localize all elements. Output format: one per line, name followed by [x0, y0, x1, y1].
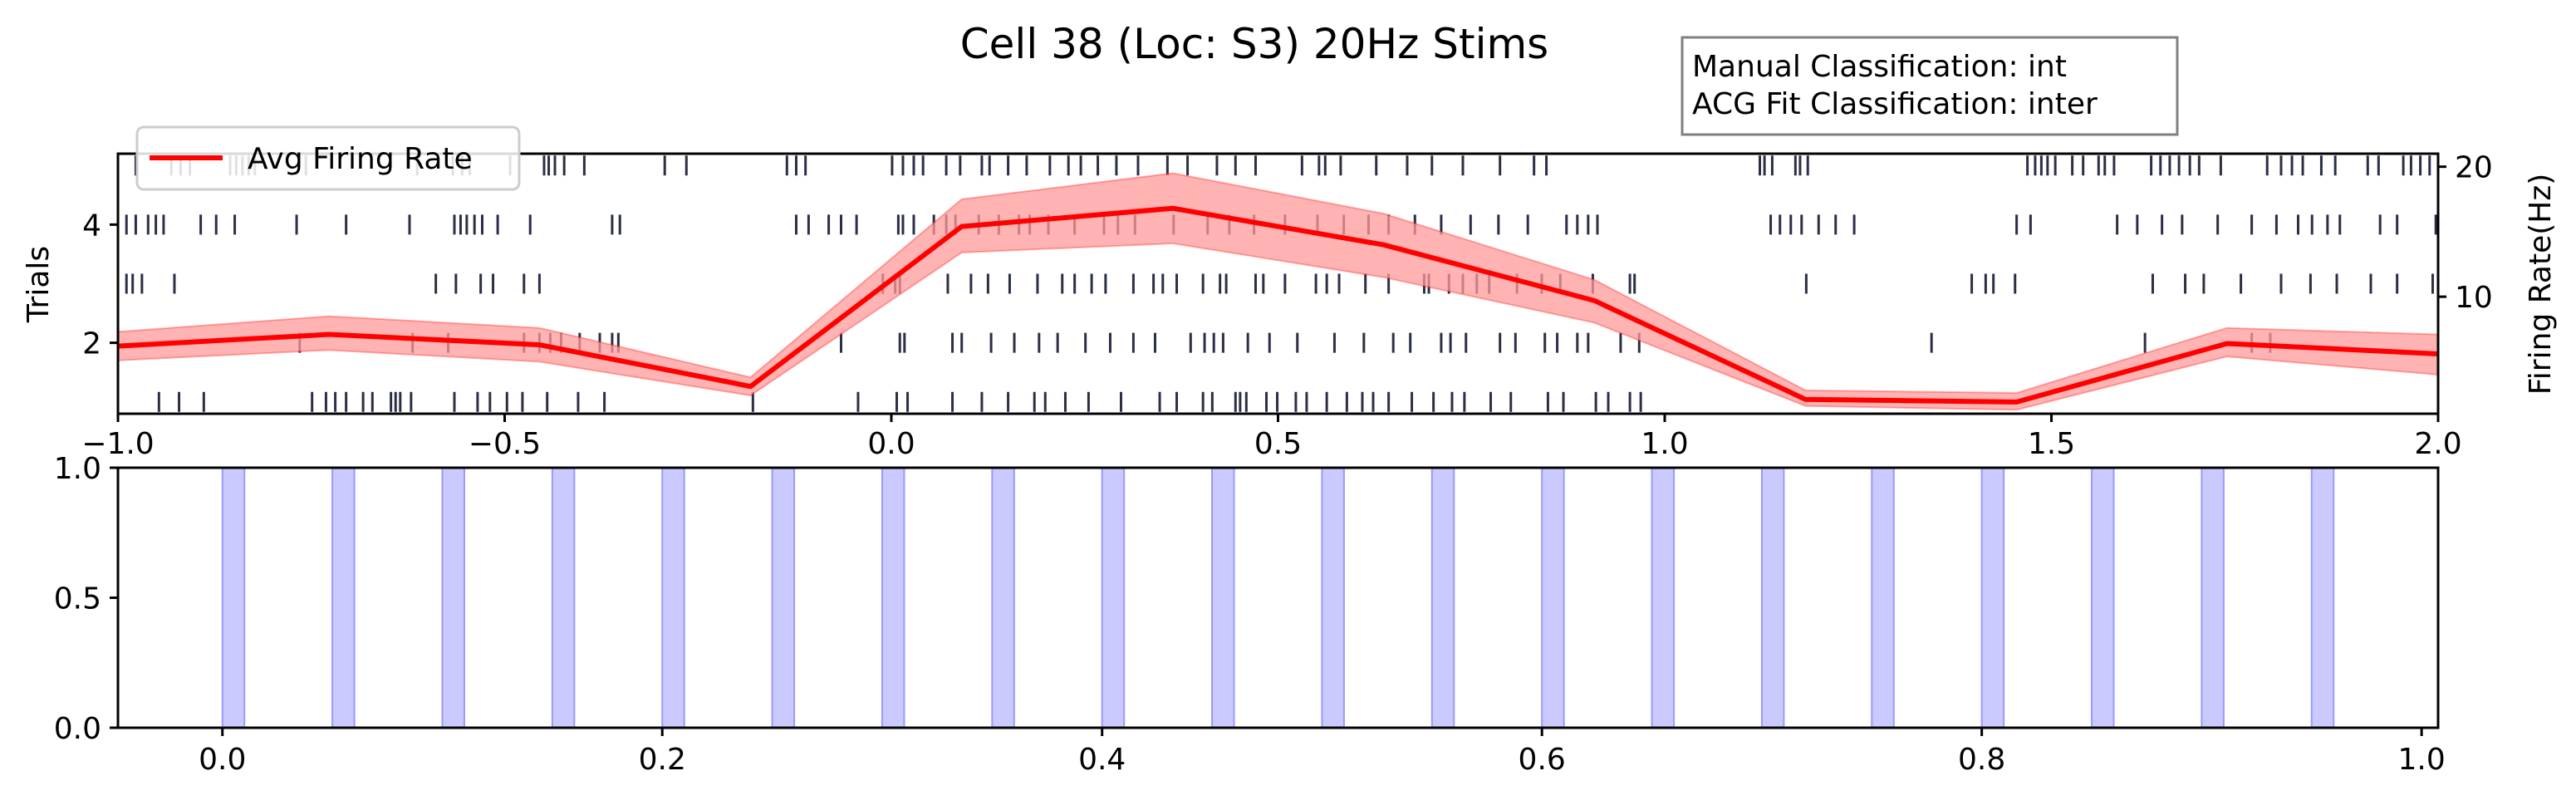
raster-x-tick-label: −1.0 — [81, 427, 154, 461]
info-box: Manual Classification: int ACG Fit Class… — [1681, 36, 2179, 136]
stim-x-tick-label: 0.8 — [1958, 743, 2005, 777]
stim-span — [991, 467, 1015, 729]
raster-y2label: Firing Rate(Hz) — [2524, 174, 2558, 395]
legend-label: Avg Firing Rate — [248, 142, 473, 176]
stim-span — [1980, 467, 2005, 729]
stim-span — [1871, 467, 1895, 729]
raster-y-tick-label: 2 — [82, 327, 101, 361]
rate-line — [117, 205, 2439, 405]
raster-y-axis: 24 — [82, 209, 118, 361]
raster-ylabel: Trials — [22, 246, 56, 323]
stim-x-tick-label: 0.0 — [199, 743, 246, 777]
raster-x-tick-label: 1.5 — [2028, 427, 2075, 461]
stim-x-tick-label: 0.4 — [1078, 743, 1126, 777]
stim-span — [331, 467, 356, 729]
info-box-manual: Manual Classification: int — [1692, 50, 2067, 84]
stim-span — [2091, 467, 2115, 729]
raster-y2-tick-label: 20 — [2455, 151, 2493, 185]
stim-span — [1541, 467, 1565, 729]
stim-y-tick-label: 0.5 — [54, 582, 101, 616]
stim-span — [1321, 467, 1345, 729]
legend: Avg Firing Rate — [135, 125, 521, 191]
stim-span — [881, 467, 905, 729]
stim-span — [1101, 467, 1126, 729]
stim-span — [2201, 467, 2225, 729]
raster-y2-tick-label: 10 — [2455, 281, 2493, 315]
stim-span — [1430, 467, 1455, 729]
stim-span — [221, 467, 246, 729]
stim-panel: 0.0 0.2 0.4 0.6 0.8 1.0 0.0 0.5 1.0 — [54, 452, 2446, 777]
stim-span — [771, 467, 796, 729]
raster-x-tick-label: 0.0 — [867, 427, 915, 461]
stim-span — [1760, 467, 1785, 729]
raster-spikes — [125, 155, 2437, 412]
raster-x-tick-label: −0.5 — [469, 427, 541, 461]
chart-title: Cell 38 (Loc: S3) 20Hz Stims — [960, 20, 1548, 68]
stim-y-tick-label: 1.0 — [54, 452, 101, 486]
info-box-acg: ACG Fit Classification: inter — [1692, 87, 2098, 121]
raster-x-tick-label: 1.0 — [1641, 427, 1688, 461]
stim-x-tick-label: 0.6 — [1519, 743, 1566, 777]
raster-x-tick-label: 0.5 — [1254, 427, 1302, 461]
stim-span — [1211, 467, 1235, 729]
stim-span — [551, 467, 576, 729]
stim-span — [2310, 467, 2335, 729]
stim-y-axis: 0.0 0.5 1.0 — [54, 452, 118, 746]
stim-span — [661, 467, 685, 729]
raster-x-axis: −1.0 −0.5 0.0 0.5 1.0 1.5 2.0 — [81, 414, 2462, 461]
stim-y-tick-label: 0.0 — [54, 712, 101, 746]
stim-span — [1651, 467, 1676, 729]
stim-x-tick-label: 1.0 — [2398, 743, 2446, 777]
raster-y2-axis: 10 20 — [2438, 151, 2493, 315]
stim-span — [441, 467, 465, 729]
stim-x-axis: 0.0 0.2 0.4 0.6 0.8 1.0 — [199, 728, 2446, 777]
raster-y-tick-label: 4 — [82, 209, 101, 243]
raster-x-tick-label: 2.0 — [2414, 427, 2461, 461]
stim-x-tick-label: 0.2 — [639, 743, 686, 777]
